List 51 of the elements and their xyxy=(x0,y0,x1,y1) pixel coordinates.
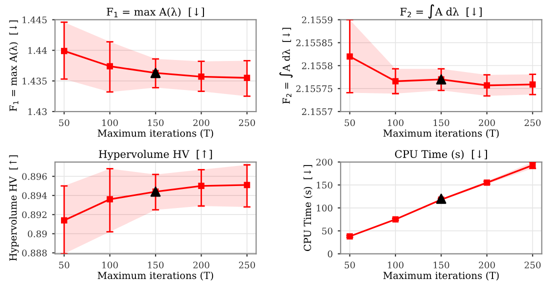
x-tick-label: 250 xyxy=(524,119,541,126)
x-tick-label: 200 xyxy=(478,262,495,268)
x-tick-label: 100 xyxy=(388,262,404,268)
y-tick-label: 1.445 xyxy=(22,16,47,24)
y-tick-label: 1.43 xyxy=(28,108,47,116)
y-tick-label: 2.15585 xyxy=(296,39,332,46)
y-axis-title: F$_{2}$ = ∫A dλ [↓] xyxy=(279,28,293,104)
y-tick-label: 200 xyxy=(316,158,332,166)
x-axis-title: Maximum iterations (T) xyxy=(98,129,214,138)
x-tick-label: 50 xyxy=(59,262,70,268)
x-tick-label: 250 xyxy=(238,262,256,268)
x-tick-label: 50 xyxy=(344,119,355,126)
y-tick-label: 0.888 xyxy=(22,250,47,256)
y-tick-label: 1.44 xyxy=(28,47,47,54)
x-tick-label: 150 xyxy=(434,119,450,126)
y-tick-label: 2.1557 xyxy=(302,108,332,116)
y-tick-label: 0.89 xyxy=(28,230,47,238)
x-tick-label: 150 xyxy=(148,262,164,268)
x-tick-label: 100 xyxy=(102,119,118,126)
x-tick-label: 200 xyxy=(193,119,210,126)
x-tick-label: 200 xyxy=(193,262,210,268)
x-tick-label: 100 xyxy=(388,119,404,126)
y-axis-title: Hypervolume HV [↑] xyxy=(9,155,19,261)
chart-title: CPU Time (s) [↓] xyxy=(395,150,488,160)
x-tick-label: 50 xyxy=(59,119,70,126)
x-tick-label: 150 xyxy=(434,262,450,268)
y-tick-label: 50 xyxy=(322,228,332,234)
chart-title: Hypervolume HV [↑] xyxy=(98,150,212,160)
y-tick-label: 0.892 xyxy=(22,211,46,218)
y-tick-label: 0.894 xyxy=(22,192,47,200)
y-tick-label: 2.1558 xyxy=(302,62,332,70)
x-axis-title: Maximum iterations (T) xyxy=(98,272,214,280)
x-tick-label: 250 xyxy=(524,262,541,268)
x-tick-label: 100 xyxy=(102,262,118,268)
chart-title: F$_{2}$ = ∫A dλ [↓] xyxy=(400,4,482,19)
y-tick-label: 150 xyxy=(316,182,332,189)
y-tick-label: 0.896 xyxy=(22,173,47,180)
y-tick-label: 2.15575 xyxy=(296,85,332,92)
x-tick-label: 50 xyxy=(344,262,355,268)
y-axis-title: F$_{1}$ = max A(λ) [↓] xyxy=(9,20,18,112)
y-tick-label: 2.1559 xyxy=(302,16,332,24)
y-tick-label: 1.435 xyxy=(22,78,47,84)
y-tick-label: 100 xyxy=(316,204,332,212)
x-axis-title: Maximum iterations (T) xyxy=(383,272,499,280)
y-axis-title: CPU Time (s) [↓] xyxy=(304,165,312,251)
y-tick-label: 0 xyxy=(328,250,332,258)
x-tick-label: 200 xyxy=(478,119,495,126)
x-tick-label: 150 xyxy=(148,119,164,126)
x-axis-title: Maximum iterations (T) xyxy=(383,129,499,138)
chart-title: F$_{1}$ = max A(λ) [↓] xyxy=(106,8,204,18)
x-tick-label: 250 xyxy=(238,119,256,126)
